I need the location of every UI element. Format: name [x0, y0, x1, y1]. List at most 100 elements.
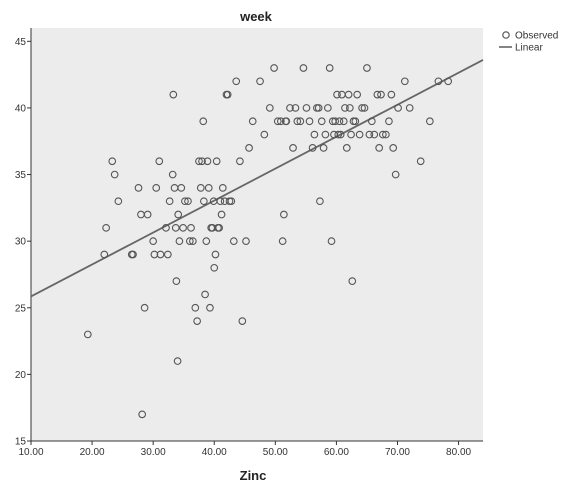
observed-point — [336, 130, 345, 139]
y-tick-label: 40 — [15, 103, 27, 114]
observed-point — [344, 90, 353, 99]
x-tick-label: 20.00 — [80, 447, 105, 458]
observed-point — [227, 197, 236, 206]
observed-point — [299, 64, 308, 72]
observed-point — [184, 197, 192, 206]
observed-point — [370, 130, 379, 139]
observed-point — [434, 77, 443, 86]
observed-point — [236, 157, 244, 166]
observed-point — [305, 117, 314, 126]
observed-point — [179, 223, 187, 232]
observed-point — [202, 237, 211, 246]
y-tick-label: 15 — [15, 437, 27, 448]
observed-point — [169, 90, 178, 99]
observed-point — [373, 90, 382, 99]
observed-point — [387, 90, 396, 99]
observed-point — [394, 104, 402, 112]
x-tick-label: 70.00 — [385, 447, 410, 458]
observed-point — [321, 130, 330, 139]
observed-point — [155, 157, 164, 166]
observed-point — [286, 104, 294, 112]
observed-point — [191, 303, 200, 312]
observed-point — [331, 117, 340, 126]
observed-point — [172, 277, 181, 285]
observed-point — [358, 104, 366, 112]
observed-point — [314, 104, 323, 112]
observed-point — [242, 237, 250, 246]
observed-point — [302, 104, 311, 112]
observed-point — [324, 104, 332, 112]
observed-point — [316, 197, 324, 206]
observed-point — [333, 90, 341, 99]
y-tick-label: 20 — [15, 370, 27, 381]
observed-point — [377, 90, 385, 99]
legend-linear-label: Linear — [515, 43, 543, 54]
observed-point — [310, 130, 319, 139]
observed-point — [174, 210, 183, 219]
y-tick-label: 45 — [15, 37, 27, 48]
observed-point — [173, 357, 182, 365]
observed-point — [114, 197, 123, 206]
observed-point — [185, 237, 194, 246]
observed-point — [391, 170, 400, 179]
observed-point — [293, 117, 302, 126]
observed-point — [143, 210, 152, 219]
y-tick-label: 35 — [15, 170, 27, 181]
observed-point — [210, 263, 219, 272]
observed-point — [345, 104, 354, 112]
observed-point — [102, 223, 110, 232]
plot-area — [31, 28, 483, 441]
x-ticks: 10.00 20.00 30.00 40.00 50.00 60.00 70.00 80.00 — [18, 441, 472, 458]
observed-point — [175, 237, 184, 246]
observed-point — [129, 250, 137, 259]
observed-point — [276, 117, 285, 126]
x-tick-label: 10.00 — [18, 447, 43, 458]
observed-point — [341, 104, 349, 112]
observed-point — [203, 157, 212, 166]
observed-point — [211, 250, 220, 259]
observed-point — [156, 250, 165, 259]
observed-point — [289, 144, 297, 152]
observed-point — [353, 90, 362, 99]
observed-point — [334, 130, 343, 139]
observed-point — [327, 237, 336, 246]
observed-point — [134, 184, 143, 192]
observed-point — [426, 117, 434, 126]
observed-point — [229, 237, 238, 246]
y-ticks: 15 20 25 30 35 40 45 — [15, 37, 31, 448]
observed-point — [296, 117, 305, 126]
observed-point — [200, 197, 208, 206]
observed-point — [280, 210, 288, 219]
observed-point — [378, 130, 387, 139]
observed-point — [162, 223, 170, 232]
observed-point — [212, 157, 221, 166]
observed-point — [189, 237, 197, 246]
observed-point — [416, 157, 425, 166]
observed-point — [270, 64, 278, 72]
observed-point — [177, 184, 186, 192]
observed-point — [260, 130, 269, 139]
observed-point — [138, 410, 147, 419]
observed-point — [198, 157, 206, 166]
observed-point — [168, 170, 177, 179]
x-axis-label: Zinc — [240, 468, 267, 483]
x-tick-label: 50.00 — [263, 447, 288, 458]
observed-point — [367, 117, 376, 126]
points-group — [83, 64, 453, 419]
observed-point — [199, 117, 208, 126]
observed-point — [193, 317, 201, 325]
observed-point — [206, 303, 214, 312]
observed-point — [163, 250, 172, 259]
observed-point — [218, 184, 227, 192]
observed-point — [291, 104, 300, 112]
observed-point — [165, 197, 174, 206]
observed-point — [149, 237, 158, 246]
observed-point — [342, 144, 351, 152]
observed-point — [319, 144, 328, 152]
observed-point — [351, 117, 360, 126]
observed-point — [171, 223, 180, 232]
observed-point — [140, 303, 149, 312]
observed-point — [265, 104, 274, 112]
